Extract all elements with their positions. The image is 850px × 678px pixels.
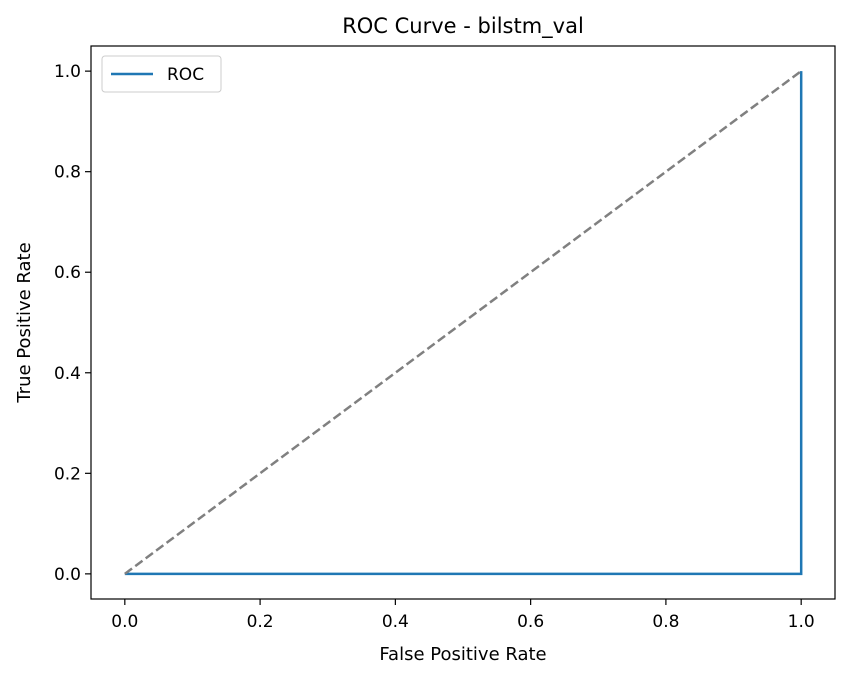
x-axis-ticks: 0.0 0.2 0.4 0.6 0.8 1.0 [111,599,815,632]
y-tick-label: 0.4 [54,364,81,384]
x-axis-label: False Positive Rate [379,644,546,665]
legend-box [101,55,222,93]
x-tick-label: 0.8 [652,612,679,632]
legend: ROC [101,55,222,93]
diagonal-reference-line [124,70,802,575]
y-tick-label: 0.0 [54,565,81,585]
y-tick-label: 1.0 [54,62,81,82]
y-axis-ticks: 0.0 0.2 0.4 0.6 0.8 1.0 [54,62,91,585]
y-tick-label: 0.6 [54,263,81,283]
x-tick-label: 0.6 [517,612,544,632]
x-tick-label: 0.2 [247,612,274,632]
plot-frame [90,45,836,600]
legend-entry-roc: ROC [167,65,204,85]
x-tick-label: 0.0 [111,612,138,632]
x-tick-label: 1.0 [788,612,815,632]
x-tick-label: 0.4 [382,612,409,632]
y-tick-label: 0.8 [54,163,81,183]
series-layer [124,70,803,576]
y-axis-label: True Positive Rate [14,242,35,403]
y-tick-label: 0.2 [54,464,81,484]
chart-title: ROC Curve - bilstm_val [342,14,584,39]
series-line-roc [124,71,803,576]
